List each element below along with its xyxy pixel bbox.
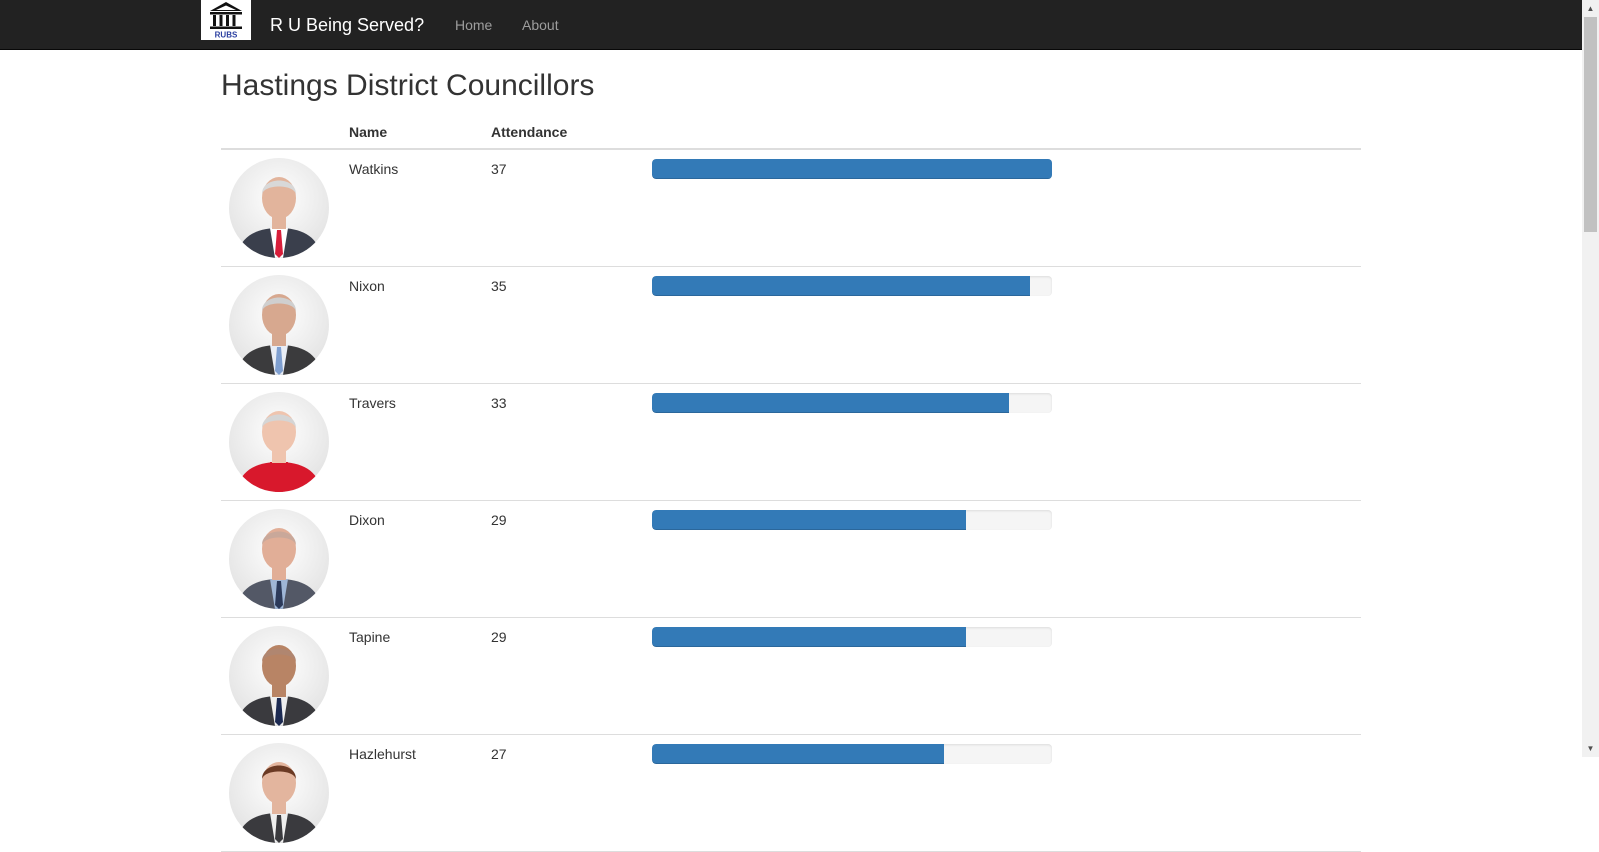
attendance-progress-bar [652,393,1009,413]
attendance-progress-bar [652,627,966,647]
courthouse-icon: RUBS [210,2,242,40]
councillors-table: Name Attendance Watkins 37 Nixon 35 Travers 3… [221,116,1361,852]
councillor-photo [229,275,329,375]
attendance-count: 33 [491,395,507,411]
scroll-thumb[interactable] [1584,17,1597,232]
table-header: Name Attendance [221,116,1361,150]
attendance-progress [652,393,1052,413]
attendance-progress-bar [652,744,944,764]
brand-link[interactable]: R U Being Served? [270,15,425,35]
councillor-name: Watkins [349,161,399,177]
table-row: Tapine 29 [221,618,1361,735]
nav-about-link[interactable]: About [522,17,559,33]
attendance-progress-bar [652,159,1052,179]
attendance-progress [652,627,1052,647]
table-row: Travers 33 [221,384,1361,501]
top-navbar: RUBS R U Being Served? Home About [0,0,1582,50]
councillor-name: Nixon [349,278,385,294]
page-title: Hastings District Councillors [221,69,595,102]
attendance-progress-bar [652,510,966,530]
attendance-count: 27 [491,746,507,762]
councillor-photo [229,743,329,843]
attendance-progress [652,744,1052,764]
councillor-name: Hazlehurst [349,746,416,762]
logo-text: RUBS [215,31,238,40]
column-header-attendance: Attendance [491,124,568,140]
scroll-down-arrow-icon[interactable]: ▼ [1586,744,1595,753]
attendance-count: 35 [491,278,507,294]
councillor-name: Tapine [349,629,391,645]
vertical-scrollbar[interactable]: ▲ ▼ [1582,0,1599,757]
table-row: Hazlehurst 27 [221,735,1361,852]
attendance-count: 29 [491,512,507,528]
table-body: Watkins 37 Nixon 35 Travers 33 Dixon 29 Tapine 29… [221,150,1361,852]
attendance-progress [652,159,1052,179]
table-row: Nixon 35 [221,267,1361,384]
table-row: Dixon 29 [221,501,1361,618]
councillor-photo [229,509,329,609]
attendance-progress-bar [652,276,1031,296]
councillor-photo [229,626,329,726]
scroll-up-arrow-icon[interactable]: ▲ [1586,4,1595,13]
councillor-name: Travers [349,395,396,411]
column-header-name: Name [349,124,388,140]
rubs-logo[interactable]: RUBS [201,0,251,40]
attendance-progress [652,276,1052,296]
councillor-photo [229,392,329,492]
attendance-progress [652,510,1052,530]
nav-home-link[interactable]: Home [455,17,493,33]
table-row: Watkins 37 [221,150,1361,267]
councillor-name: Dixon [349,512,385,528]
attendance-count: 37 [491,161,507,177]
attendance-count: 29 [491,629,507,645]
councillor-photo [229,158,329,258]
